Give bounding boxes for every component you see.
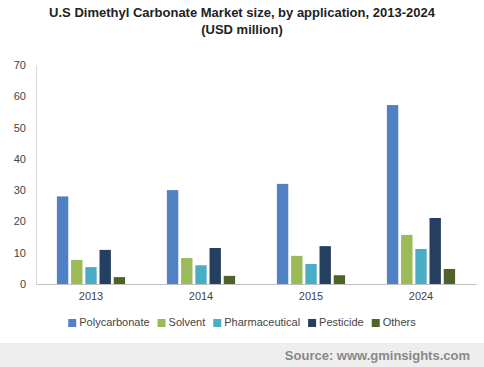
tick-label: 20	[14, 215, 26, 227]
series	[57, 105, 398, 284]
legend-item: Solvent	[158, 316, 206, 328]
bar	[444, 269, 455, 284]
bar	[387, 105, 398, 284]
bar	[305, 264, 316, 284]
series	[100, 218, 441, 284]
bar	[224, 276, 235, 284]
legend-item: Pharmaceutical	[213, 316, 300, 328]
bar	[415, 249, 426, 284]
tick-label: 30	[14, 184, 26, 196]
series	[114, 269, 455, 284]
legend-swatch	[372, 319, 380, 327]
tick: 2024	[409, 284, 433, 302]
legend: Polycarbonate Solvent Pharmaceutical Pestic…	[68, 316, 416, 328]
tick: 2014	[189, 284, 213, 302]
tick: 40	[14, 153, 36, 165]
y-axis: 0 10 20 30 40 50 60 70	[14, 59, 37, 290]
tick: 2013	[79, 284, 103, 302]
title: U.S Dimethyl Carbonate Market size, by a…	[49, 5, 436, 20]
legend-item: Polycarbonate	[68, 316, 149, 328]
tick-label: 40	[14, 153, 26, 165]
bar	[291, 256, 302, 284]
tick-label: 60	[14, 90, 26, 102]
bar	[430, 218, 441, 284]
legend-label: Polycarbonate	[79, 316, 149, 328]
bar	[167, 190, 178, 284]
tick-label: 50	[14, 122, 26, 134]
legend-label: Pharmaceutical	[224, 316, 300, 328]
axis-line	[37, 284, 477, 285]
tick-label: 70	[14, 59, 26, 71]
bar	[57, 196, 68, 284]
bar	[195, 265, 206, 284]
source-banner	[0, 343, 484, 367]
legend-swatch	[158, 319, 166, 327]
legend-item: Others	[372, 316, 417, 328]
bar	[71, 260, 82, 284]
axis-line	[36, 66, 37, 285]
bar	[100, 250, 111, 284]
tick-label: 10	[14, 247, 26, 259]
series	[71, 235, 412, 284]
subtitle: (USD million)	[201, 22, 283, 37]
tick-label: 0	[20, 278, 26, 290]
bar	[334, 275, 345, 284]
legend-swatch	[308, 319, 316, 327]
tick-label: 2024	[409, 290, 433, 302]
legend-label: Others	[383, 316, 417, 328]
legend-label: Pesticide	[319, 316, 364, 328]
tick: 70	[14, 59, 36, 71]
bars	[57, 105, 455, 284]
tick: 20	[14, 215, 36, 227]
tick: 50	[14, 122, 36, 134]
bar	[210, 248, 221, 284]
legend-swatch	[68, 319, 76, 327]
series	[85, 249, 426, 284]
legend-swatch	[213, 319, 221, 327]
tick-label: 2013	[79, 290, 103, 302]
bar	[114, 277, 125, 284]
tick: 10	[14, 247, 36, 259]
tick-label: 2014	[189, 290, 213, 302]
plot: 0 10 20 30 40 50 60 70 2013 2014 2015 2024	[14, 59, 477, 302]
bar	[85, 267, 96, 284]
chart: U.S Dimethyl Carbonate Market size, by a…	[0, 0, 484, 367]
legend-label: Solvent	[169, 316, 206, 328]
bar	[181, 258, 192, 284]
bar	[277, 184, 288, 284]
tick-label: 2015	[299, 290, 323, 302]
x-axis: 2013 2014 2015 2024	[37, 284, 477, 302]
tick: 0	[20, 278, 36, 290]
tick: 60	[14, 90, 36, 102]
bar	[320, 246, 331, 284]
tick: 30	[14, 184, 36, 196]
source: Source: www.gminsights.com	[285, 348, 470, 363]
bar	[401, 235, 412, 284]
tick: 2015	[299, 284, 323, 302]
legend-item: Pesticide	[308, 316, 364, 328]
